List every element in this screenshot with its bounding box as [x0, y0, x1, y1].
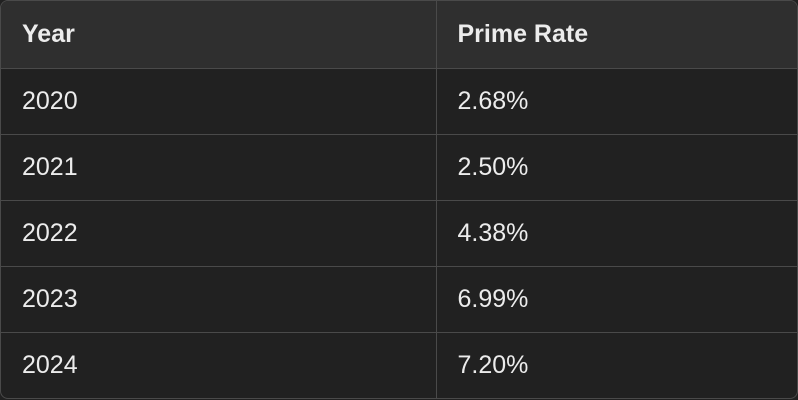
- cell-prime-rate: 2.68%: [457, 86, 529, 115]
- cell-year: 2022: [1, 199, 437, 266]
- header-prime-rate: Prime Rate: [436, 1, 797, 69]
- header-year: Year: [1, 1, 437, 69]
- cell-year: 2020: [1, 68, 437, 134]
- cell-year: 2021: [1, 133, 437, 200]
- table-row: 2024 7.20%: [1, 331, 797, 398]
- cell-year: 2024: [1, 331, 437, 398]
- table-row: 2023 6.99%: [1, 265, 797, 332]
- cell-prime-rate: 2.50%: [436, 133, 797, 200]
- table-row: 2022 4.38%: [1, 199, 797, 266]
- table-row: 2021 2.50%: [1, 133, 797, 200]
- cell-prime-rate: 4.38%: [436, 199, 797, 266]
- table-header: Year Prime Rate: [1, 1, 797, 69]
- table-row: 2020 2.68%: [1, 68, 797, 134]
- table-body: 2020 2.68% 2021 2.50% 2022 4.38% 2023 6.…: [1, 68, 797, 398]
- cell-year: 2023: [1, 265, 437, 332]
- header-row: Year Prime Rate: [1, 1, 797, 69]
- cell-prime-rate: 6.99%: [436, 265, 797, 332]
- cell-prime-rate: 7.20%: [436, 331, 797, 398]
